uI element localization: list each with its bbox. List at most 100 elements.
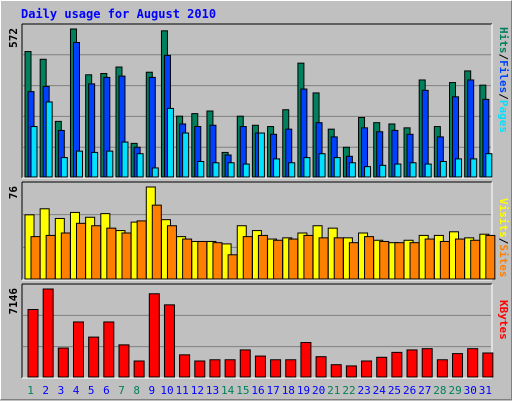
bar-kbytes-day-22 — [345, 365, 357, 378]
bar-sites-day-10 — [166, 225, 177, 280]
legend-item: Sites — [497, 244, 510, 277]
ymax-label-kbytes: 7146 — [7, 288, 20, 315]
bar-kbytes-day-30 — [467, 348, 479, 378]
day-label: 1 — [27, 384, 34, 397]
bar-sites-day-11 — [182, 238, 193, 280]
bar-pages-day-21 — [333, 157, 341, 178]
bar-pages-day-22 — [348, 162, 356, 178]
bar-sites-day-15 — [242, 236, 253, 280]
bar-sites-day-14 — [227, 254, 238, 280]
bar-kbytes-day-29 — [452, 353, 464, 378]
bar-files-day-9 — [148, 76, 156, 178]
legend-item: / — [497, 54, 510, 61]
bar-kbytes-day-21 — [330, 364, 342, 378]
day-label: 19 — [297, 384, 310, 397]
bar-kbytes-day-3 — [57, 347, 69, 378]
day-label: 9 — [149, 384, 156, 397]
legend-item: / — [497, 93, 510, 100]
legend-visits-sites: Visits/Sites — [497, 198, 510, 278]
bar-pages-day-27 — [424, 163, 432, 178]
bar-kbytes-day-23 — [361, 360, 373, 378]
day-label: 23 — [358, 384, 371, 397]
bar-sites-day-9 — [151, 204, 162, 280]
bar-sites-day-24 — [379, 240, 390, 280]
bar-kbytes-day-12 — [194, 360, 206, 378]
day-label: 16 — [251, 384, 264, 397]
day-label: 17 — [267, 384, 280, 397]
day-label: 22 — [342, 384, 355, 397]
bar-sites-day-26 — [409, 242, 420, 280]
bar-sites-day-25 — [394, 242, 405, 280]
bar-kbytes-day-5 — [88, 336, 100, 378]
bar-pages-day-18 — [288, 162, 296, 178]
bar-pages-day-6 — [106, 150, 114, 178]
ymax-label-hits-files-pages: 572 — [7, 28, 20, 48]
bar-pages-day-25 — [394, 163, 402, 178]
day-label: 29 — [448, 384, 461, 397]
day-label: 13 — [206, 384, 219, 397]
bar-kbytes-day-18 — [285, 359, 297, 378]
bar-kbytes-day-13 — [209, 359, 221, 378]
day-label: 7 — [118, 384, 125, 397]
legend-kbytes: KBytes — [497, 300, 510, 340]
day-label: 20 — [312, 384, 325, 397]
bar-pages-day-31 — [485, 153, 493, 178]
bar-kbytes-day-7 — [118, 344, 130, 378]
bar-pages-day-7 — [121, 141, 129, 178]
ymax-label-visits-sites: 76 — [7, 186, 20, 200]
bar-kbytes-day-24 — [376, 356, 388, 378]
bar-sites-day-28 — [439, 240, 450, 280]
bar-sites-day-29 — [455, 238, 466, 280]
day-label: 25 — [388, 384, 401, 397]
bar-kbytes-day-19 — [300, 342, 312, 378]
bar-sites-day-12 — [197, 240, 208, 280]
bar-sites-day-1 — [30, 236, 41, 280]
day-label: 6 — [103, 384, 110, 397]
bar-pages-day-5 — [91, 151, 99, 178]
bar-sites-day-2 — [45, 234, 56, 280]
bar-pages-day-16 — [257, 132, 265, 178]
bar-pages-day-19 — [303, 157, 311, 178]
legend-item: KBytes — [497, 300, 510, 340]
bar-kbytes-day-8 — [133, 360, 145, 378]
day-label: 31 — [479, 384, 492, 397]
bar-sites-day-7 — [121, 232, 132, 280]
chart-title: Daily usage for August 2010 — [21, 7, 216, 21]
bar-pages-day-24 — [379, 164, 387, 178]
bar-pages-day-12 — [197, 160, 205, 178]
bar-kbytes-day-25 — [391, 351, 403, 378]
bar-sites-day-13 — [212, 242, 223, 280]
bar-kbytes-day-28 — [436, 359, 448, 378]
bar-pages-day-8 — [136, 153, 144, 178]
bar-kbytes-day-6 — [103, 321, 115, 378]
bar-pages-day-4 — [75, 150, 83, 178]
bar-pages-day-23 — [364, 166, 372, 178]
legend-item: Pages — [497, 100, 510, 133]
day-label: 2 — [42, 384, 49, 397]
day-label: 18 — [282, 384, 295, 397]
bar-sites-day-18 — [288, 238, 299, 280]
bar-kbytes-day-27 — [421, 348, 433, 378]
bar-kbytes-day-11 — [179, 354, 191, 378]
day-label: 10 — [160, 384, 173, 397]
bar-pages-day-14 — [227, 162, 235, 178]
day-label: 30 — [464, 384, 477, 397]
bar-sites-day-22 — [348, 242, 359, 280]
day-label: 5 — [88, 384, 95, 397]
day-label: 3 — [58, 384, 65, 397]
bar-sites-day-3 — [60, 232, 71, 280]
bar-kbytes-day-17 — [270, 359, 282, 378]
bar-sites-day-6 — [106, 227, 117, 280]
bar-sites-day-27 — [424, 238, 435, 280]
day-label: 26 — [403, 384, 416, 397]
bar-sites-day-8 — [136, 220, 147, 280]
bar-pages-day-13 — [212, 162, 220, 178]
legend-item: Visits — [497, 198, 510, 238]
bar-kbytes-day-31 — [482, 352, 494, 378]
bar-kbytes-day-20 — [315, 356, 327, 378]
bar-pages-day-29 — [455, 158, 463, 178]
day-label: 14 — [221, 384, 235, 397]
day-label: 27 — [418, 384, 431, 397]
